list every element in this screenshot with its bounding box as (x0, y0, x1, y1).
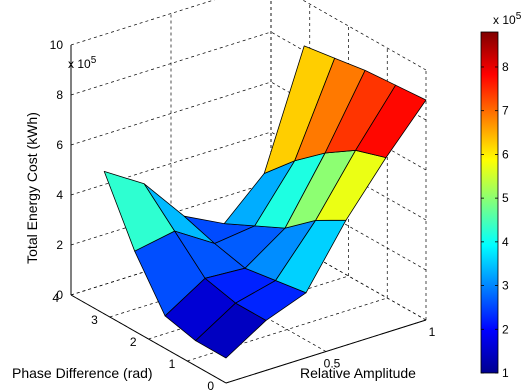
z-tick-label: 10 (50, 38, 64, 52)
chart-axes (70, 45, 427, 384)
colorbar: 1 2 3 4 5 6 7 8 x 105 (480, 11, 522, 380)
grid-line (70, 31, 272, 96)
colorbar-tick-label: 8 (502, 60, 509, 74)
x-axis-label: Relative Amplitude (300, 365, 416, 381)
colorbar-tick-label: 7 (502, 104, 509, 118)
y-tick-label: 1 (169, 357, 176, 371)
grid-line (70, 81, 272, 146)
colorbar-tick-label: 4 (502, 235, 509, 249)
z-tick-label: 4 (56, 188, 63, 202)
x-tick-label: 0 (229, 388, 236, 390)
colorbar-tick-label: 1 (502, 366, 509, 380)
colorbar-tick-label: 5 (502, 191, 509, 205)
grid-line (70, 0, 216, 46)
z-axis-label: Total Energy Cost (kWh) (24, 112, 40, 264)
z-axis-multiplier: x 105 (68, 55, 97, 71)
colorbar-tick-label: 3 (502, 279, 509, 293)
surface-patch (355, 84, 427, 159)
y-axis-label: Phase Difference (rad) (12, 365, 153, 381)
grid-line (187, 297, 388, 362)
colorbar-tick-label: 6 (502, 147, 509, 161)
axis-line (70, 294, 227, 384)
x-tick-label: 0.5 (324, 357, 341, 371)
colorbar-gradient (480, 31, 499, 374)
grid-line (70, 131, 272, 196)
y-tick-label: 2 (130, 335, 137, 349)
z-tick-label: 0 (56, 288, 63, 302)
y-tick-label: 4 (52, 291, 59, 305)
chart-surface (103, 45, 427, 359)
colorbar-tick-label: 2 (502, 322, 509, 336)
z-tick-label: 2 (56, 238, 63, 252)
z-tick-label: 8 (56, 88, 63, 102)
colorbar-multiplier: x 105 (493, 11, 522, 27)
axis-line (225, 319, 427, 384)
x-tick-label: 1 (429, 325, 436, 339)
y-tick-label: 3 (91, 313, 98, 327)
y-tick-label: 0 (207, 379, 214, 390)
colorbar-ticks: 1 2 3 4 5 6 7 8 (481, 60, 509, 380)
z-tick-label: 6 (56, 138, 63, 152)
